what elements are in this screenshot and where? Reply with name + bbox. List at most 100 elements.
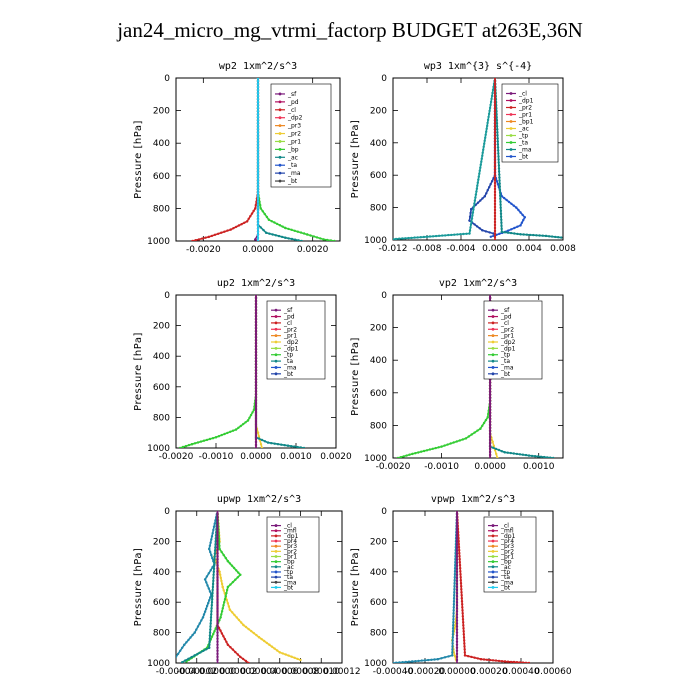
data-point (216, 634, 219, 637)
legend-marker (278, 179, 282, 183)
legend-entry: _pr1 (283, 554, 297, 561)
legend-marker (278, 147, 282, 151)
data-point (299, 658, 302, 662)
data-point (211, 598, 214, 601)
data-point (213, 555, 216, 558)
data-point (488, 109, 491, 113)
data-point (493, 121, 497, 125)
legend-marker (274, 334, 278, 338)
legend-entry: _ta (518, 140, 528, 147)
legend-marker (274, 549, 278, 553)
data-point (256, 185, 260, 188)
data-point (455, 570, 459, 573)
data-point (220, 632, 224, 635)
data-point (219, 616, 222, 619)
data-point (268, 232, 271, 235)
data-point (473, 202, 476, 205)
data-point (254, 425, 258, 429)
data-point (494, 447, 498, 451)
data-point (232, 227, 235, 230)
x-tick-label: 0.0010 (523, 462, 555, 472)
data-point (509, 231, 513, 235)
data-point (475, 187, 479, 190)
data-point (216, 518, 219, 522)
data-point (422, 235, 426, 239)
x-tick-label: 0.0020 (320, 452, 352, 462)
legend-marker (491, 308, 495, 312)
data-point (499, 197, 502, 200)
legend-marker (278, 163, 282, 167)
data-point (216, 616, 219, 619)
data-point (256, 122, 260, 125)
data-point (479, 658, 483, 661)
data-point (455, 522, 459, 525)
data-point (471, 211, 475, 214)
data-point (262, 228, 265, 232)
data-point (467, 655, 470, 658)
data-point (452, 603, 456, 606)
legend: _cl_dp1_pr2_pr1_bp1_ac_tp_ta_ma_bt (501, 83, 559, 163)
data-point (465, 232, 468, 235)
data-point (207, 572, 210, 575)
legend-marker (274, 315, 278, 318)
data-point (256, 113, 260, 116)
data-point (236, 653, 239, 656)
data-point (488, 381, 492, 384)
data-point (488, 295, 492, 297)
data-point (447, 655, 450, 658)
data-point (473, 199, 477, 202)
x-tick-label: 0.00002 (220, 667, 257, 677)
x-tick-label: 0.00020 (470, 667, 507, 677)
data-point (261, 210, 264, 213)
data-point (256, 431, 260, 434)
data-point (213, 552, 217, 555)
legend-marker (274, 359, 278, 363)
data-point (293, 229, 296, 232)
data-point (224, 594, 227, 598)
data-point (451, 636, 454, 639)
data-point (254, 356, 258, 360)
data-point (470, 208, 473, 211)
data-point (490, 94, 494, 98)
data-point (493, 118, 497, 122)
data-point (455, 561, 459, 564)
data-point (420, 659, 423, 662)
data-point (297, 239, 300, 241)
data-point (487, 115, 490, 119)
data-point (451, 651, 454, 654)
data-point (256, 188, 260, 191)
legend: _sf_pd_cl_pr2_pr1_dp2_dp1_tp_ta_ma_bt (483, 300, 543, 380)
data-point (202, 439, 206, 442)
y-tick-label: 400 (370, 356, 387, 366)
data-point (443, 656, 447, 659)
legend-entry: _dp2 (500, 339, 516, 346)
x-tick-label: 0.004 (516, 244, 542, 254)
data-point (473, 656, 476, 659)
legend-entry: _tp (500, 569, 510, 576)
data-point (256, 161, 260, 164)
y-tick-label: 0 (164, 74, 170, 84)
data-point (234, 225, 238, 229)
legend-marker (491, 555, 495, 558)
data-point (254, 428, 258, 432)
data-point (455, 585, 459, 589)
data-point (453, 573, 457, 576)
data-point (226, 585, 230, 589)
data-point (414, 660, 417, 663)
x-tick-label: -0.00020 (405, 667, 446, 677)
data-point (237, 571, 240, 574)
data-point (460, 594, 463, 597)
data-point (256, 194, 260, 197)
data-point (453, 588, 456, 591)
data-point (237, 224, 241, 227)
data-point (498, 176, 501, 179)
data-point (208, 634, 212, 637)
data-point (211, 532, 214, 535)
x-tick-label: 0.0010 (280, 452, 312, 462)
data-point (497, 448, 501, 452)
data-point (459, 573, 462, 576)
data-point (216, 525, 219, 528)
data-point (488, 296, 492, 300)
legend-entry: _tp (500, 352, 510, 359)
